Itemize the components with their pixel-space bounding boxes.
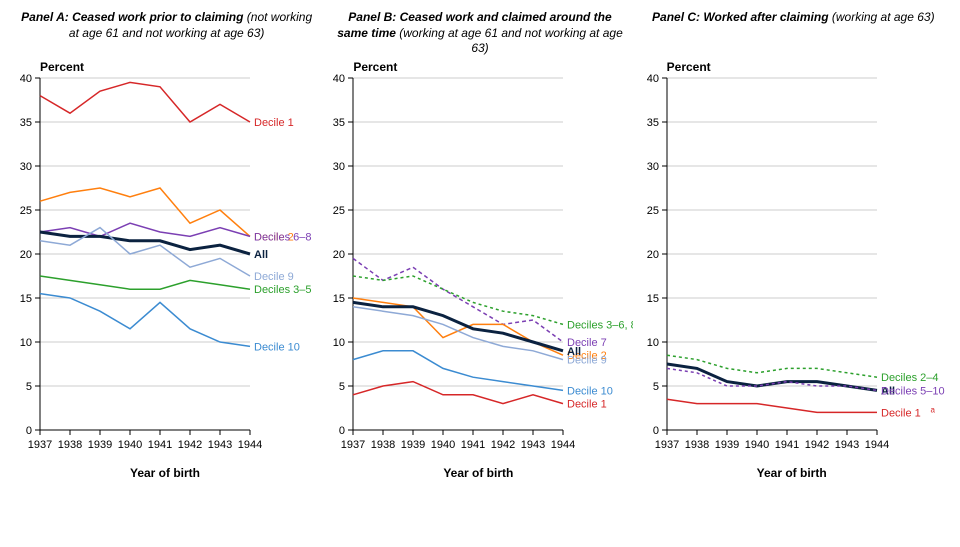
series-label: Decile 1: [567, 399, 607, 411]
svg-text:15: 15: [646, 293, 658, 305]
svg-text:15: 15: [20, 293, 32, 305]
panel-row: Panel A: Ceased work prior to claiming (…: [10, 10, 950, 480]
panel-title-bold: Panel C: Worked after claiming: [652, 10, 829, 24]
svg-text:25: 25: [646, 205, 658, 217]
series-label: Decile 10: [567, 385, 613, 397]
svg-text:1938: 1938: [371, 439, 395, 451]
series-line: [40, 232, 250, 254]
svg-text:10: 10: [333, 337, 345, 349]
svg-text:40: 40: [20, 73, 32, 85]
series-label: Decile 10: [254, 341, 300, 353]
y-axis-label: Percent: [40, 60, 84, 74]
panel-C: Panel C: Worked after claiming (working …: [637, 10, 950, 480]
svg-text:1943: 1943: [834, 439, 858, 451]
panel-title-rest: (working at age 61 and not working at ag…: [396, 26, 623, 56]
y-axis-label: Percent: [353, 60, 397, 74]
series-label: Decile 9: [567, 355, 607, 367]
x-axis-label: Year of birth: [323, 466, 633, 480]
series-line: [40, 82, 250, 122]
svg-text:1941: 1941: [774, 439, 798, 451]
svg-text:40: 40: [646, 73, 658, 85]
svg-text:1937: 1937: [28, 439, 52, 451]
series-line: [40, 223, 250, 236]
series-label: Decile 1: [881, 407, 921, 419]
svg-text:15: 15: [333, 293, 345, 305]
series-line: [353, 258, 563, 342]
series-label: Deciles 5–10: [881, 385, 945, 397]
plot-area: 0 5 10 15 20 25 30 35 40 1937 1938 1939 1940 1941 1942…: [10, 60, 320, 460]
svg-text:1943: 1943: [208, 439, 232, 451]
series-label: Decile 1: [254, 117, 294, 129]
panel-title: Panel B: Ceased work and claimed around …: [323, 10, 636, 60]
panel-A: Panel A: Ceased work prior to claiming (…: [10, 10, 323, 480]
svg-text:35: 35: [646, 117, 658, 129]
svg-text:1941: 1941: [148, 439, 172, 451]
svg-text:25: 25: [20, 205, 32, 217]
series-label: Deciles 2–4: [881, 372, 938, 384]
series-label: Deciles 3–5: [254, 284, 311, 296]
svg-text:35: 35: [333, 117, 345, 129]
svg-text:1944: 1944: [864, 439, 888, 451]
svg-text:10: 10: [646, 337, 658, 349]
series-line: [353, 302, 563, 350]
series-label: Deciles 3–6, 8: [567, 319, 633, 331]
svg-text:0: 0: [26, 425, 32, 437]
svg-text:20: 20: [333, 249, 345, 261]
series-line: [667, 399, 877, 412]
plot-area: 0 5 10 15 20 25 30 35 40 1937 1938 1939 1940 1941 1942…: [323, 60, 633, 460]
svg-text:5: 5: [653, 381, 659, 393]
series-label: Deciles 6–8: [254, 231, 311, 243]
svg-text:20: 20: [646, 249, 658, 261]
panel-title: Panel A: Ceased work prior to claiming (…: [10, 10, 323, 60]
series-label: Decile 9: [254, 271, 294, 283]
svg-text:1940: 1940: [431, 439, 455, 451]
x-axis-label: Year of birth: [10, 466, 320, 480]
y-axis-label: Percent: [667, 60, 711, 74]
svg-text:a: a: [930, 405, 935, 414]
svg-text:1942: 1942: [491, 439, 515, 451]
svg-text:1944: 1944: [551, 439, 575, 451]
svg-text:1938: 1938: [684, 439, 708, 451]
panel-title: Panel C: Worked after claiming (working …: [637, 10, 950, 60]
svg-text:30: 30: [20, 161, 32, 173]
svg-text:0: 0: [339, 425, 345, 437]
svg-text:35: 35: [20, 117, 32, 129]
svg-text:1943: 1943: [521, 439, 545, 451]
x-axis-label: Year of birth: [637, 466, 947, 480]
svg-text:1942: 1942: [178, 439, 202, 451]
series-label: All: [254, 249, 268, 261]
panel-B: Panel B: Ceased work and claimed around …: [323, 10, 636, 480]
panel-title-rest: (working at age 63): [829, 10, 935, 24]
svg-text:1940: 1940: [118, 439, 142, 451]
svg-text:20: 20: [20, 249, 32, 261]
svg-text:40: 40: [333, 73, 345, 85]
svg-text:1937: 1937: [341, 439, 365, 451]
plot-area: 0 5 10 15 20 25 30 35 40 1937 1938 1939 1940 1941 1942…: [637, 60, 947, 460]
svg-text:5: 5: [26, 381, 32, 393]
svg-text:1942: 1942: [804, 439, 828, 451]
series-line: [353, 276, 563, 324]
svg-text:1944: 1944: [238, 439, 262, 451]
svg-text:10: 10: [20, 337, 32, 349]
svg-text:30: 30: [646, 161, 658, 173]
series-line: [40, 276, 250, 289]
svg-text:1941: 1941: [461, 439, 485, 451]
svg-text:1939: 1939: [401, 439, 425, 451]
svg-text:30: 30: [333, 161, 345, 173]
series-line: [40, 294, 250, 347]
series-line: [353, 382, 563, 404]
svg-text:5: 5: [339, 381, 345, 393]
svg-text:1939: 1939: [88, 439, 112, 451]
svg-text:1937: 1937: [654, 439, 678, 451]
svg-text:25: 25: [333, 205, 345, 217]
svg-text:1939: 1939: [714, 439, 738, 451]
series-line: [353, 351, 563, 391]
panel-title-bold: Panel A: Ceased work prior to claiming: [21, 10, 243, 24]
svg-text:0: 0: [653, 425, 659, 437]
series-line: [40, 228, 250, 276]
svg-text:1938: 1938: [58, 439, 82, 451]
series-line: [40, 188, 250, 236]
svg-text:1940: 1940: [744, 439, 768, 451]
